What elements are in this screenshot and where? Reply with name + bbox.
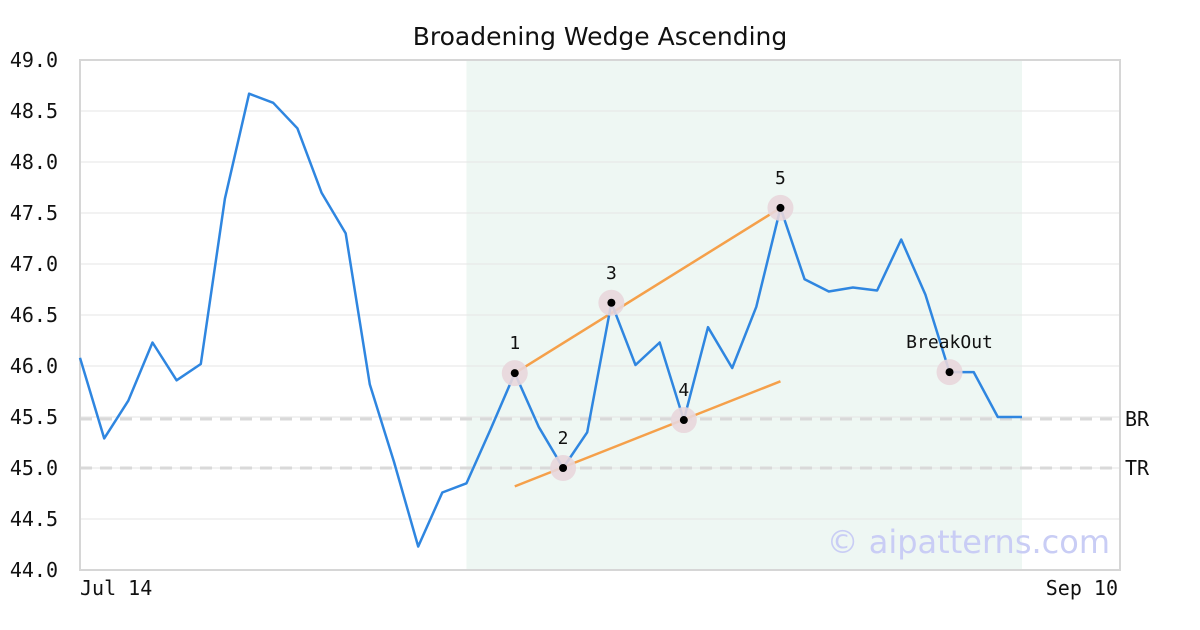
price-line — [78, 92, 1022, 548]
point-label-2: 2 — [558, 428, 569, 449]
point-marker-1 — [510, 369, 519, 378]
chart-title: Broadening Wedge Ascending — [412, 22, 788, 51]
y-tick-label: 45.0 — [10, 456, 58, 480]
point-marker-2 — [559, 464, 568, 472]
y-tick-label: 44.5 — [10, 507, 58, 531]
point-marker-3 — [607, 298, 616, 307]
y-tick-label: 44.0 — [10, 558, 58, 582]
y-tick-label: 46.5 — [10, 303, 58, 327]
y-tick-label: 45.5 — [10, 405, 58, 429]
point-marker-breakout — [945, 368, 954, 377]
point-label-4: 4 — [678, 380, 689, 401]
reference-label-br: BR — [1125, 407, 1150, 431]
upper-trendline — [514, 206, 782, 375]
point-label-3: 3 — [606, 263, 617, 284]
y-tick-label: 49.0 — [10, 48, 58, 72]
y-tick-label: 47.5 — [10, 201, 58, 225]
y-tick-label: 48.0 — [10, 150, 58, 174]
plot-frame — [79, 59, 1121, 571]
reference-label-tr: TR — [1125, 456, 1150, 480]
point-label-1: 1 — [509, 333, 520, 354]
watermark: © aipatterns.com — [827, 523, 1110, 561]
y-tick-label: 47.0 — [10, 252, 58, 276]
x-tick-label: Sep 10 — [1046, 576, 1118, 600]
x-tick-label: Jul 14 — [80, 576, 152, 600]
point-label-breakout: BreakOut — [906, 332, 993, 353]
y-tick-label: 48.5 — [10, 99, 58, 123]
point-marker-5 — [776, 203, 785, 212]
point-label-5: 5 — [775, 168, 786, 189]
point-marker-4 — [679, 416, 688, 425]
y-tick-label: 46.0 — [10, 354, 58, 378]
